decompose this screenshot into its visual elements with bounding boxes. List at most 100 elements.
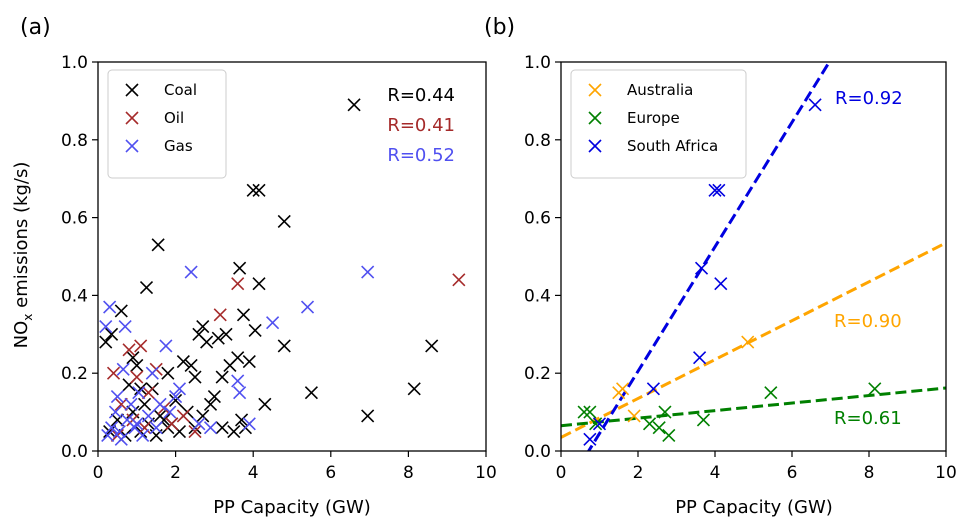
panel-a-correlation-labels: R=0.44 R=0.41 R=0.52 bbox=[387, 85, 455, 166]
data-point-gas-stroke-2 bbox=[112, 424, 126, 439]
data-point-coal bbox=[246, 183, 260, 197]
panel-b-y-tick-label: 0.6 bbox=[524, 209, 551, 229]
data-point-coal bbox=[99, 335, 113, 349]
data-point-coal-stroke-2 bbox=[172, 424, 187, 439]
data-point-coal bbox=[236, 308, 251, 322]
data-point-coal-stroke-2 bbox=[196, 409, 210, 423]
legend-label-south-africa: South Africa bbox=[627, 137, 718, 155]
legend-marker-south-africa bbox=[588, 139, 602, 153]
data-point-coal-stroke-2 bbox=[227, 424, 241, 439]
data-point-coal-stroke-2 bbox=[347, 98, 361, 112]
panel-a-y-axis-label: NOx emissions (kg/s) bbox=[11, 162, 35, 349]
data-point-gas-stroke-2 bbox=[233, 386, 247, 400]
data-point-gas bbox=[192, 417, 206, 431]
data-point-europe-stroke-2 bbox=[589, 417, 603, 431]
data-point-coal bbox=[252, 183, 266, 197]
data-point-europe-stroke-2 bbox=[583, 405, 597, 419]
data-point-coal-stroke-2 bbox=[277, 214, 291, 229]
data-point-europe bbox=[696, 413, 711, 427]
data-point-coal bbox=[200, 335, 214, 349]
data-point-coal bbox=[196, 319, 210, 334]
data-point-coal-stroke-2 bbox=[252, 183, 266, 197]
panel-a-y-tick-label: 1.0 bbox=[61, 53, 88, 73]
data-point-gas bbox=[103, 300, 117, 314]
data-point-gas-stroke-2 bbox=[300, 300, 315, 314]
data-point-coal-stroke-2 bbox=[114, 304, 128, 318]
data-point-coal-stroke-2 bbox=[134, 382, 148, 396]
fit-line-europe bbox=[561, 386, 946, 428]
panel-b-plot-area: 0 2 4 6 8 10 0.0 0.2 0.4 0.6 0.8 1.0 R=0.90 R=0.61 R=0… bbox=[524, 53, 957, 483]
data-point-coal-stroke-2 bbox=[407, 382, 421, 396]
panel-a-y-tick-label: 0.8 bbox=[61, 131, 88, 151]
data-point-coal-stroke-2 bbox=[176, 354, 190, 369]
data-point-south-africa bbox=[714, 277, 728, 291]
data-point-south-africa-stroke-2 bbox=[712, 183, 726, 197]
data-point-gas-stroke-2 bbox=[172, 382, 187, 396]
panel-b-y-tick-label: 0.8 bbox=[524, 131, 551, 151]
data-point-oil bbox=[137, 421, 152, 435]
data-point-coal-stroke-2 bbox=[425, 339, 439, 353]
data-point-gas bbox=[110, 389, 124, 404]
data-point-coal-stroke-2 bbox=[137, 397, 152, 411]
data-point-coal bbox=[252, 277, 266, 291]
data-point-coal bbox=[215, 421, 229, 435]
panel-b-x-tick-label: 10 bbox=[935, 463, 957, 483]
data-point-coal bbox=[425, 339, 439, 353]
panel-b-axes-frame bbox=[560, 61, 947, 452]
data-point-australia bbox=[616, 382, 630, 396]
data-point-coal bbox=[103, 424, 117, 439]
data-point-coal bbox=[277, 214, 291, 229]
data-point-oil-stroke-2 bbox=[106, 366, 121, 380]
data-point-gas bbox=[153, 397, 167, 411]
data-point-coal-stroke-2 bbox=[139, 281, 154, 295]
data-point-oil bbox=[134, 339, 148, 353]
data-point-oil-stroke-2 bbox=[114, 397, 128, 411]
data-point-south-africa-stroke-2 bbox=[592, 417, 607, 431]
data-point-gas bbox=[130, 417, 144, 431]
data-point-oil bbox=[106, 366, 121, 380]
data-point-south-africa-stroke-2 bbox=[693, 351, 707, 365]
data-point-coal-stroke-2 bbox=[188, 370, 202, 384]
data-point-gas bbox=[266, 316, 280, 330]
data-point-gas-stroke-2 bbox=[203, 421, 218, 435]
data-point-coal-stroke-2 bbox=[196, 319, 210, 334]
data-point-coal-stroke-2 bbox=[103, 424, 117, 439]
data-point-europe bbox=[589, 417, 603, 431]
data-point-australia-stroke-2 bbox=[627, 409, 641, 423]
panel-b-y-tick-label: 0.4 bbox=[524, 286, 551, 306]
data-point-coal bbox=[110, 413, 124, 427]
data-point-south-africa bbox=[646, 382, 660, 396]
data-point-coal bbox=[184, 358, 198, 372]
data-point-south-africa-stroke-2 bbox=[714, 277, 728, 291]
data-point-gas-stroke-2 bbox=[130, 417, 144, 431]
data-point-coal-stroke-2 bbox=[203, 397, 218, 411]
data-point-gas bbox=[145, 366, 159, 380]
data-point-coal bbox=[361, 409, 375, 423]
data-point-coal-stroke-2 bbox=[99, 335, 113, 349]
data-point-coal bbox=[215, 370, 229, 384]
data-point-coal-stroke-2 bbox=[252, 277, 266, 291]
panel-a-plot-area: 0 2 4 6 8 10 0.0 0.2 0.4 0.6 0.8 1.0 bbox=[61, 53, 497, 483]
data-point-europe bbox=[868, 382, 882, 396]
panel-a-x-tick-label: 8 bbox=[403, 463, 414, 483]
data-point-south-africa bbox=[808, 98, 822, 112]
data-point-oil bbox=[176, 409, 190, 423]
legend-marker-australia-stroke-2 bbox=[588, 83, 602, 97]
data-point-coal bbox=[347, 98, 361, 112]
legend-marker-gas-stroke-2 bbox=[125, 139, 139, 153]
panel-b-label: (b) bbox=[484, 15, 515, 40]
panel-b-y-tick-label: 0.0 bbox=[524, 442, 551, 462]
data-point-gas bbox=[149, 421, 163, 435]
data-point-gas-stroke-2 bbox=[103, 300, 117, 314]
data-point-coal bbox=[233, 261, 247, 275]
data-point-coal bbox=[219, 327, 233, 341]
data-point-europe bbox=[642, 417, 657, 431]
data-point-coal bbox=[227, 424, 241, 439]
data-point-gas-stroke-2 bbox=[149, 421, 163, 435]
data-point-coal-stroke-2 bbox=[236, 308, 251, 322]
data-point-gas bbox=[124, 397, 138, 411]
panel-a-y-tick-label: 0.6 bbox=[61, 209, 88, 229]
data-point-gas-stroke-2 bbox=[120, 413, 134, 427]
data-point-coal bbox=[234, 413, 249, 427]
data-point-coal-stroke-2 bbox=[248, 323, 262, 337]
